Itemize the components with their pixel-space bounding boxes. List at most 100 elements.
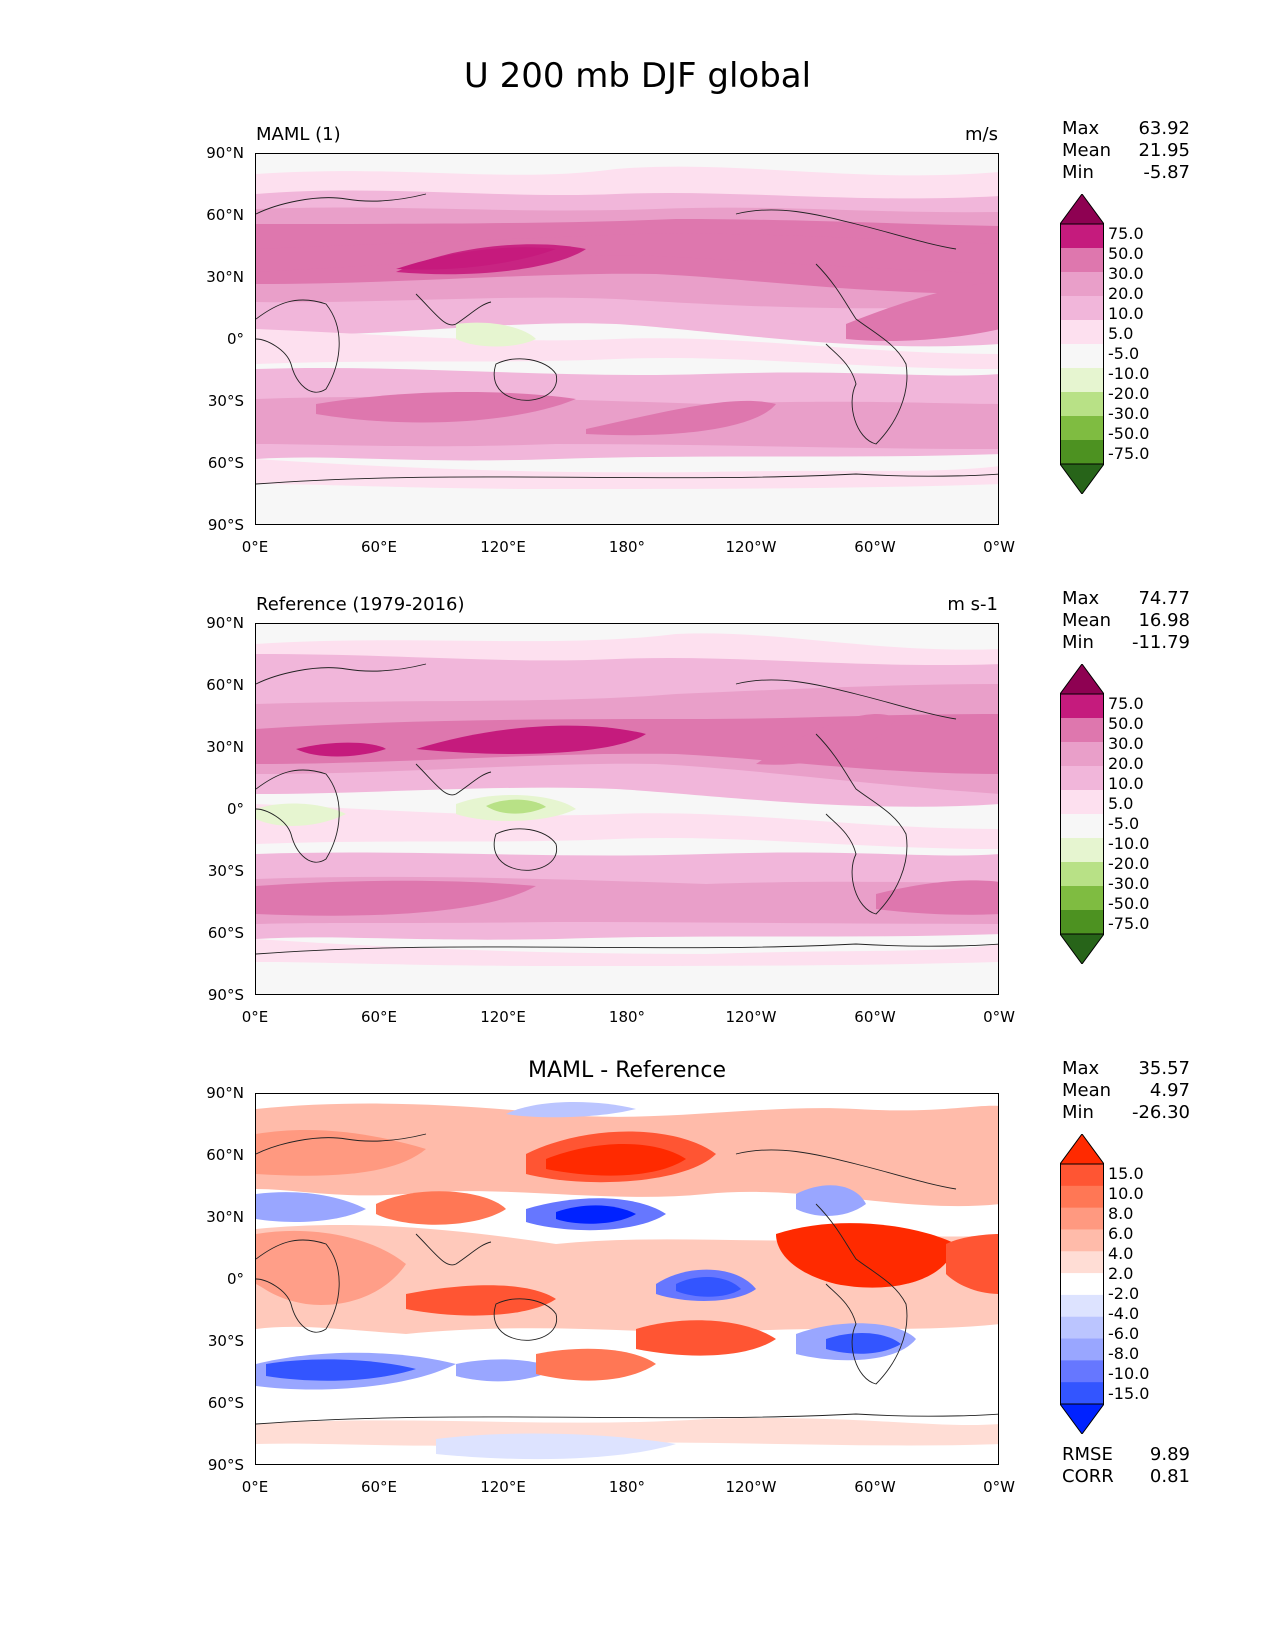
colorbar-segment (1060, 1207, 1104, 1230)
stat-label: Min (1062, 162, 1094, 183)
colorbar-tick-label: 75.0 (1108, 224, 1144, 243)
lon-label: 180° (608, 538, 646, 556)
colorbar-tick-label: 5.0 (1108, 324, 1134, 343)
colorbar-segment (1060, 862, 1104, 887)
contour-band (256, 803, 346, 826)
map-field (255, 623, 999, 995)
colorbar-tick-label: 10.0 (1108, 774, 1144, 793)
contour-band (266, 1359, 416, 1381)
colorbar-tick-label: -20.0 (1108, 854, 1150, 873)
colorbar-tick-label: 4.0 (1108, 1244, 1134, 1263)
contour-band (586, 400, 776, 436)
colorbar-segment (1060, 718, 1104, 743)
lat-label: 0° (226, 330, 244, 348)
contour-band (636, 1320, 776, 1356)
colorbar-segment (1060, 344, 1104, 369)
colorbar-tick-label: -8.0 (1108, 1344, 1140, 1363)
panel-reference: Reference (1979-2016) m s-1 (0, 0, 1275, 1026)
lat-label: 60°S (207, 1394, 244, 1412)
contour-band (556, 1205, 636, 1224)
lon-label: 0°W (983, 1008, 1015, 1026)
map-contours (256, 1094, 998, 1464)
contour-band (536, 1348, 656, 1381)
lon-label: 180° (608, 1478, 646, 1496)
metric-label: CORR (1062, 1466, 1114, 1487)
contour-band (256, 233, 998, 274)
colorbar-tick-label: -5.0 (1108, 814, 1140, 833)
colorbar-segment (1060, 296, 1104, 321)
contour-band (406, 1285, 556, 1316)
colorbar-tick-label: 20.0 (1108, 754, 1144, 773)
colorbar-tick-label: -4.0 (1108, 1304, 1140, 1323)
lon-label: 120°W (725, 538, 777, 556)
colorbar-segment (1060, 742, 1104, 767)
stat-value: 4.97 (1149, 1080, 1190, 1101)
colorbar-tick-label: 75.0 (1108, 694, 1144, 713)
lat-label: 30°S (207, 862, 244, 880)
colorbar-segment (1060, 1273, 1104, 1296)
lat-label: 30°N (206, 1208, 244, 1226)
contour-band (946, 1234, 998, 1294)
stat-value: 74.77 (1138, 588, 1190, 609)
stat-label: Max (1062, 1058, 1100, 1079)
colorbar (1060, 664, 1104, 964)
lat-label: 60°S (207, 454, 244, 472)
stat-value: 16.98 (1138, 610, 1190, 631)
lat-label: 60°N (206, 676, 244, 694)
colorbar-tick-label: 2.0 (1108, 1264, 1134, 1283)
panel-units: m/s (965, 124, 998, 145)
colorbar-tick-label: 5.0 (1108, 794, 1134, 813)
colorbar-segment (1060, 368, 1104, 393)
stat-value: -5.87 (1143, 162, 1190, 183)
colorbar-outline (1060, 693, 1104, 935)
colorbar-tick-label: 15.0 (1108, 1164, 1144, 1183)
contour-band (256, 1129, 426, 1176)
colorbar-tick-label: -15.0 (1108, 1384, 1150, 1403)
lat-label: 0° (226, 1270, 244, 1288)
lat-label: 30°S (207, 392, 244, 410)
colorbar-segment (1060, 1360, 1104, 1383)
panel-difference: MAML - Reference (0, 0, 1275, 1496)
lat-label: 60°S (207, 924, 244, 942)
coastlines (256, 663, 998, 955)
contour-band (756, 714, 896, 765)
stat-label: Max (1062, 588, 1100, 609)
colorbar-tick-label: -20.0 (1108, 384, 1150, 403)
colorbar-segment (1060, 1229, 1104, 1252)
colorbar-segment (1060, 1164, 1104, 1187)
lon-label: 0°W (983, 1478, 1015, 1496)
lon-label: 120°E (480, 538, 526, 556)
colorbar-segment (1060, 766, 1104, 791)
contour-band (826, 1332, 901, 1354)
lon-label: 60°E (360, 538, 398, 556)
contour-band (416, 725, 646, 754)
colorbar-tick-label: -10.0 (1108, 364, 1150, 383)
lon-label: 0°E (241, 538, 269, 556)
lon-label: 0°E (241, 1008, 269, 1026)
map-field (255, 1093, 999, 1465)
colorbar-segment (1060, 272, 1104, 297)
colorbar-tick-label: 20.0 (1108, 284, 1144, 303)
contour-band (506, 1102, 636, 1118)
colorbar-extend-bottom (1060, 463, 1104, 494)
colorbar-segment (1060, 838, 1104, 863)
contour-band (296, 742, 386, 757)
lon-label: 0°W (983, 538, 1015, 556)
colorbar-segment (1060, 224, 1104, 249)
colorbar-tick-label: -50.0 (1108, 424, 1150, 443)
lat-label: 90°N (206, 1084, 244, 1102)
stat-value: -11.79 (1131, 632, 1190, 653)
colorbar-segment (1060, 694, 1104, 719)
lon-label: 0°E (241, 1478, 269, 1496)
colorbar-tick-label: 10.0 (1108, 1184, 1144, 1203)
stats-block: Max 35.57 Mean 4.97 Min -26.30 (1062, 1058, 1190, 1124)
contour-band (486, 799, 546, 814)
colorbar-extend-bottom (1060, 1403, 1104, 1434)
colorbar-segment (1060, 320, 1104, 345)
colorbar-tick-label: 6.0 (1108, 1224, 1134, 1243)
contour-band (876, 880, 998, 915)
lon-label: 120°E (480, 1008, 526, 1026)
stat-label: Mean (1062, 610, 1112, 631)
colorbar-tick-label: -75.0 (1108, 914, 1150, 933)
colorbar-tick-label: -50.0 (1108, 894, 1150, 913)
